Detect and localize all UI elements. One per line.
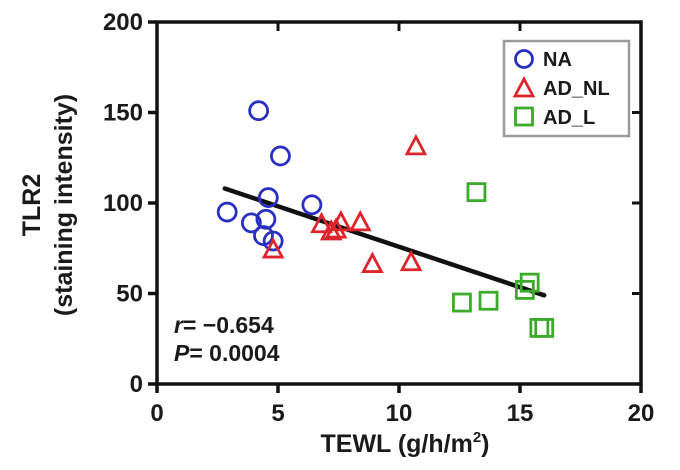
- data-point-na-circle: [270, 145, 291, 167]
- data-point-na-circle: [248, 100, 270, 122]
- y-axis-title-line2: (staining intensity): [50, 94, 78, 316]
- data-point-ad-nl-triangle: [261, 237, 285, 259]
- x-tick-label: 0: [150, 400, 163, 427]
- legend: NA AD_NL AD_L: [502, 39, 631, 138]
- legend-ad-l-square-marker: [514, 106, 534, 127]
- data-point-na-circle: [240, 212, 262, 234]
- legend-ad-nl-label: AD_NL: [543, 78, 610, 100]
- p-annotation: P= 0.0004: [174, 340, 280, 366]
- data-point-ad-l-square: [452, 292, 472, 313]
- data-point-ad-l-square: [529, 317, 550, 338]
- x-tick-label: 20: [628, 400, 655, 427]
- x-axis-title: TEWL (g/h/m2): [321, 429, 490, 458]
- y-tick-label: 150: [103, 100, 143, 127]
- y-tick-label: 50: [116, 281, 143, 308]
- y-axis-title-line1: TLR2: [18, 174, 46, 237]
- legend-na-label: NA: [543, 49, 572, 71]
- data-point-ad-nl-triangle: [404, 133, 428, 156]
- data-point-ad-nl-triangle: [329, 209, 353, 232]
- data-point-ad-l-square: [519, 272, 540, 293]
- legend-box: [502, 39, 631, 138]
- data-point-na-circle: [301, 194, 323, 216]
- data-point-ad-l-square: [478, 290, 499, 311]
- x-tick-label: 10: [386, 400, 413, 427]
- data-point-na-circle: [255, 208, 277, 230]
- data-point-na-circle: [262, 230, 284, 252]
- data-point-ad-nl-triangle: [361, 251, 384, 273]
- regression-line: [222, 186, 547, 298]
- y-tick-label: 0: [130, 371, 143, 398]
- plot-content: [216, 100, 555, 338]
- legend-ad-l-label: AD_L: [543, 107, 595, 129]
- data-point-ad-l-square: [534, 317, 555, 338]
- r-annotation: r= −0.654: [174, 312, 274, 338]
- data-point-na-circle: [257, 187, 279, 208]
- data-point-ad-nl-triangle: [348, 209, 372, 232]
- data-point-na-circle: [216, 201, 238, 223]
- y-tick-label: 200: [103, 9, 143, 36]
- x-tick-label: 5: [271, 400, 284, 427]
- y-tick-label: 100: [103, 190, 143, 217]
- legend-ad-nl-triangle-marker: [512, 76, 536, 98]
- data-point-ad-nl-triangle: [399, 249, 423, 272]
- x-axis-title-superscript: 2: [473, 429, 481, 446]
- data-point-ad-l-square: [466, 182, 487, 203]
- x-tick-label: 15: [507, 400, 534, 427]
- legend-na-circle-marker: [514, 49, 534, 69]
- data-point-ad-nl-triangle: [310, 211, 333, 234]
